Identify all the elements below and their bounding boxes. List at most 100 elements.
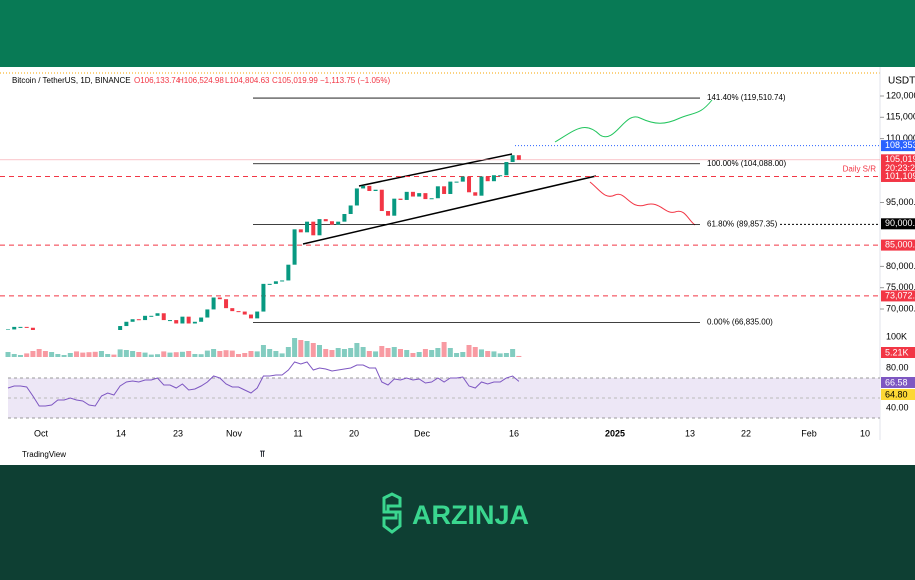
volume-bar xyxy=(55,354,61,357)
volume-bar xyxy=(105,354,111,357)
candle xyxy=(386,211,391,216)
price-tag-label: 101,109 xyxy=(885,171,915,181)
x-tick-label: 11 xyxy=(293,428,302,438)
volume-bar xyxy=(267,349,273,357)
volume-bar xyxy=(5,352,11,357)
candles xyxy=(6,155,521,330)
logo: ARZINJA xyxy=(382,492,529,534)
volume-bar xyxy=(98,351,104,357)
candle xyxy=(248,314,253,319)
volume-bar xyxy=(204,350,210,357)
y-tick-label: 95,000.0 xyxy=(886,197,915,207)
top-band xyxy=(0,0,915,67)
candle xyxy=(30,327,35,330)
price-tag-label: 90,000.0 xyxy=(885,218,915,228)
bear-projection xyxy=(589,181,696,226)
channel-upper xyxy=(358,153,513,187)
volume-bar xyxy=(24,353,30,357)
candle xyxy=(124,321,129,327)
x-tick-label: 20 xyxy=(349,428,359,438)
volume-bar xyxy=(17,355,23,357)
volume-bar xyxy=(242,353,248,357)
volume-bar xyxy=(341,349,347,357)
price-tag xyxy=(881,290,915,302)
candle xyxy=(242,311,247,315)
candle xyxy=(485,176,490,182)
candle xyxy=(236,311,241,313)
rsi-ma-tag xyxy=(881,389,915,400)
rsi-tick: 80.00 xyxy=(886,362,909,372)
volume-bar xyxy=(447,348,453,357)
volume-bar xyxy=(67,353,73,357)
fib-label: 0.00% (66,835.00) xyxy=(707,318,773,327)
candle xyxy=(174,320,179,324)
volume-bar xyxy=(130,351,136,357)
volume-bar xyxy=(485,351,491,357)
volume-bar xyxy=(198,354,204,357)
volume-bar xyxy=(236,354,242,357)
candle xyxy=(467,176,472,193)
candle xyxy=(510,155,515,163)
y-tick-label: 70,000.0 xyxy=(886,303,915,313)
candle xyxy=(435,186,440,199)
volume-bar xyxy=(366,351,372,357)
fib-label: 61.80% (89,857.35) xyxy=(707,220,778,229)
volume-bar xyxy=(117,349,123,357)
volume-bar xyxy=(86,352,92,357)
x-tick-label: 14 xyxy=(116,428,126,438)
volume-bar xyxy=(155,354,161,357)
price-tag xyxy=(881,218,915,230)
volume-bar xyxy=(516,355,522,357)
x-tick-label: 2025 xyxy=(605,428,625,438)
price-tag-label: 105,019 xyxy=(885,154,915,164)
ohlc-close: C105,019.99 xyxy=(272,76,318,85)
volume-bar xyxy=(323,349,329,357)
candle xyxy=(373,189,378,191)
volume-bar xyxy=(49,352,55,357)
x-tick-label: 10 xyxy=(860,428,870,438)
volume-bar xyxy=(142,352,148,357)
candle xyxy=(336,221,341,225)
volume-bar xyxy=(397,349,403,357)
volume-bar xyxy=(304,341,310,357)
candle xyxy=(473,192,478,196)
tv-brand: TradingView xyxy=(22,450,66,459)
volume-bar xyxy=(42,351,48,357)
candle xyxy=(199,317,204,322)
candle xyxy=(224,299,229,309)
volume-bar xyxy=(422,349,428,357)
volume-bar xyxy=(510,349,516,357)
ohlc-high: H106,524.98 xyxy=(178,76,224,85)
candle xyxy=(292,229,297,265)
x-tick-label: Dec xyxy=(414,428,431,438)
rsi-tick: 40.00 xyxy=(886,402,909,412)
volume-bar xyxy=(192,354,198,357)
candle xyxy=(167,320,172,322)
candle xyxy=(454,181,459,183)
volume-bar xyxy=(179,351,185,357)
candle xyxy=(367,185,372,191)
ohlc-open: O106,133.74 xyxy=(134,76,181,85)
x-tick-label: 23 xyxy=(173,428,183,438)
y-tick-label: 80,000.0 xyxy=(886,261,915,271)
volume-bar xyxy=(260,345,266,357)
candle xyxy=(180,316,185,324)
price-tag-label: 85,000.0 xyxy=(885,239,915,249)
volume-bar xyxy=(292,338,298,357)
candle xyxy=(361,185,366,189)
tv-icon: ⫪ xyxy=(259,448,266,458)
y-tick-label: 75,000.0 xyxy=(886,282,915,292)
candle xyxy=(392,198,397,216)
candle xyxy=(118,326,123,330)
volume-tick: 100K xyxy=(886,331,907,341)
volume-bar xyxy=(385,348,391,357)
volume-bar xyxy=(491,351,497,357)
price-tag xyxy=(881,239,915,251)
candle xyxy=(491,175,496,182)
candle xyxy=(410,191,415,197)
volume-bar xyxy=(410,353,416,357)
volume-bar xyxy=(435,348,441,357)
price-tag-label: 108,353 xyxy=(885,140,915,150)
currency: USDT xyxy=(888,76,915,87)
